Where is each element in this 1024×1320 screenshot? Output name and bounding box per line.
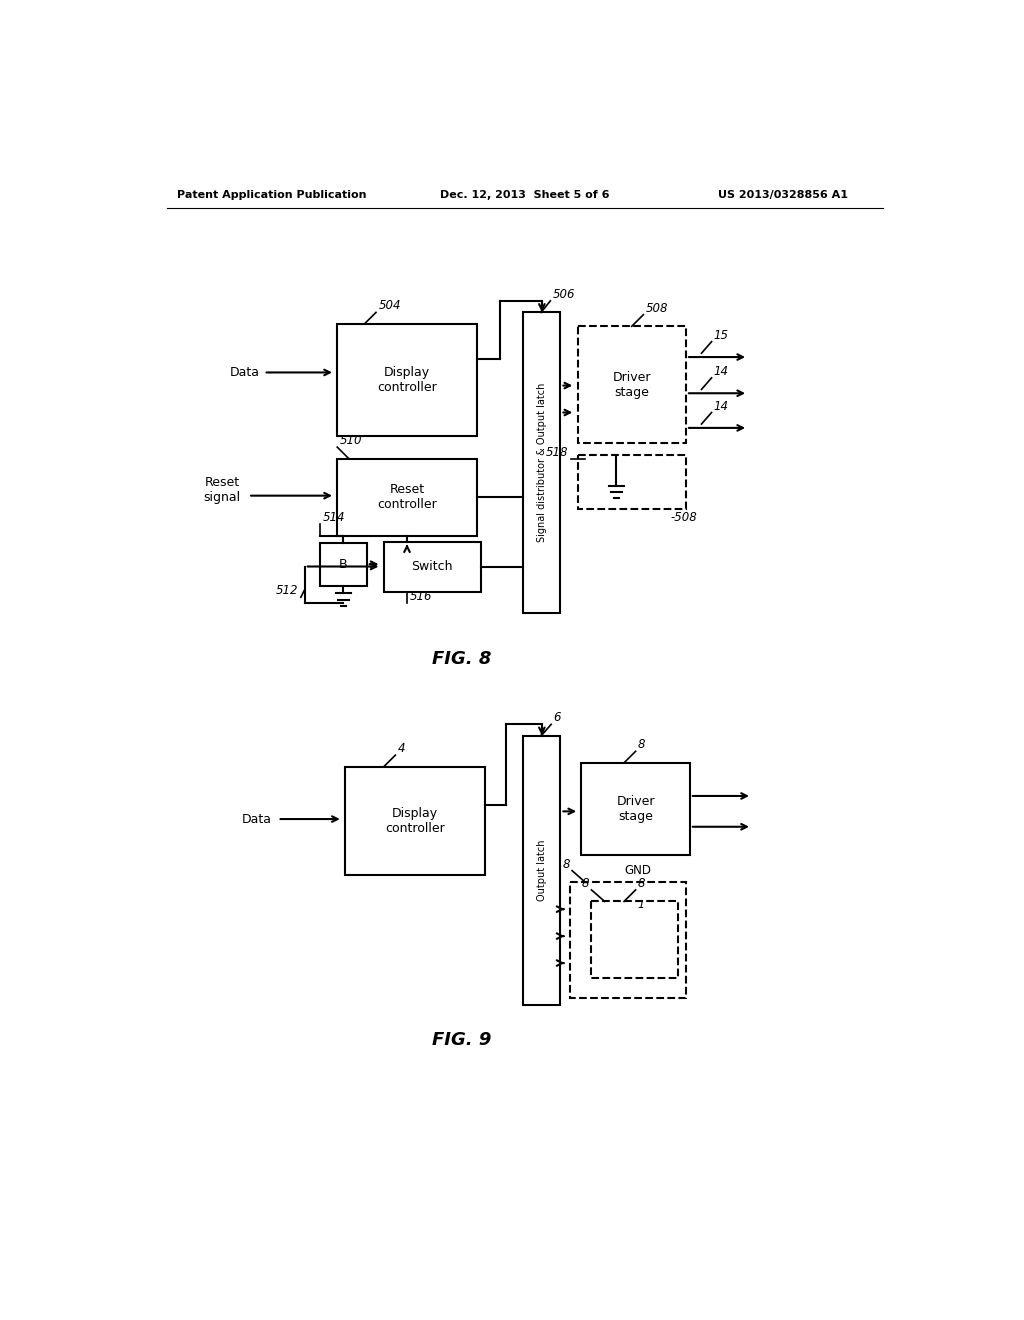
- Text: 14: 14: [714, 400, 729, 412]
- Text: Display
controller: Display controller: [385, 807, 444, 834]
- Bar: [345, 767, 484, 874]
- Text: Data: Data: [229, 366, 260, 379]
- Bar: [337, 459, 477, 536]
- Bar: [578, 455, 686, 508]
- Bar: [337, 323, 477, 436]
- Text: 8: 8: [638, 738, 645, 751]
- Text: Switch: Switch: [412, 561, 453, 573]
- Text: 14: 14: [714, 364, 729, 378]
- Text: Data: Data: [242, 813, 271, 825]
- Text: 510: 510: [340, 434, 362, 447]
- Bar: [569, 882, 686, 998]
- Text: 15: 15: [714, 329, 729, 342]
- Text: FIG. 8: FIG. 8: [431, 649, 490, 668]
- Text: Display
controller: Display controller: [377, 366, 437, 393]
- Text: Driver
stage: Driver stage: [612, 371, 651, 399]
- Text: Reset
signal: Reset signal: [203, 475, 241, 503]
- Bar: [523, 313, 560, 612]
- Text: 518: 518: [546, 446, 568, 459]
- Text: 506: 506: [553, 288, 575, 301]
- Text: 516: 516: [410, 590, 432, 603]
- Bar: [578, 326, 686, 444]
- Text: 512: 512: [276, 585, 299, 597]
- Text: -508: -508: [671, 511, 697, 524]
- Text: Reset
controller: Reset controller: [377, 483, 437, 511]
- Text: GND: GND: [624, 865, 651, 878]
- Text: FIG. 9: FIG. 9: [431, 1031, 490, 1049]
- Text: 8: 8: [638, 876, 645, 890]
- Bar: [384, 543, 480, 591]
- Text: 514: 514: [323, 511, 345, 524]
- Text: Dec. 12, 2013  Sheet 5 of 6: Dec. 12, 2013 Sheet 5 of 6: [440, 190, 609, 201]
- Text: 8: 8: [582, 876, 589, 890]
- Text: 8: 8: [562, 858, 569, 871]
- Text: Driver
stage: Driver stage: [616, 795, 655, 824]
- Text: US 2013/0328856 A1: US 2013/0328856 A1: [718, 190, 848, 201]
- Bar: [592, 902, 678, 978]
- Bar: [321, 544, 367, 586]
- Text: 508: 508: [646, 302, 669, 314]
- Text: 1: 1: [637, 900, 644, 911]
- Text: Signal distributor & Output latch: Signal distributor & Output latch: [537, 383, 547, 543]
- Text: 4: 4: [397, 742, 406, 755]
- Text: 504: 504: [378, 300, 400, 313]
- Text: Patent Application Publication: Patent Application Publication: [176, 190, 367, 201]
- Bar: [523, 737, 560, 1006]
- Text: B: B: [339, 558, 348, 572]
- Text: Output latch: Output latch: [537, 840, 547, 902]
- Bar: [582, 763, 690, 855]
- Text: 6: 6: [554, 711, 561, 725]
